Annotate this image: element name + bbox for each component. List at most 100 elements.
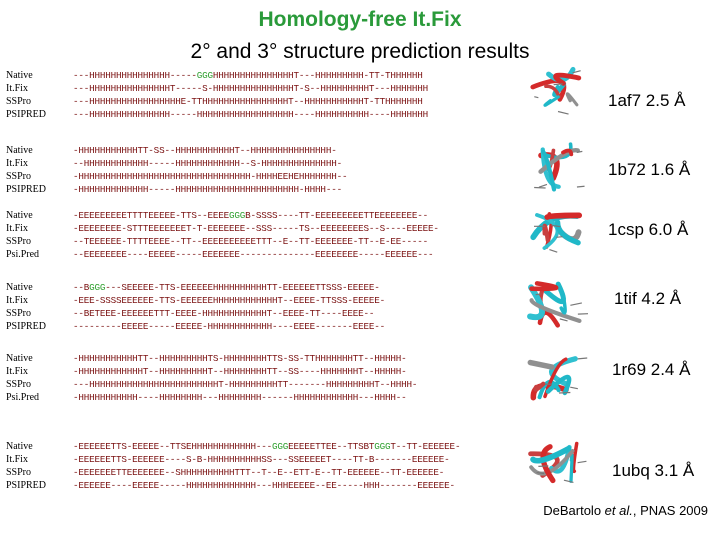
method-label: SSPro [6, 308, 32, 319]
loop-segment [570, 302, 582, 306]
loop-segment [538, 183, 548, 188]
structure-string: ---HHHHHHHHHHHHHHHHHE-TTHHHHHHHHHHHHHHHH… [73, 95, 428, 108]
structure-segment: -EEEEEEEE-STTTEEEEEEET-T-EEEEEEE--SSS---… [73, 223, 439, 234]
method-label: It.Fix [6, 295, 28, 306]
loop-segment [577, 460, 587, 464]
pdb-rmsd-caption: 1b72 1.6 Å [608, 160, 691, 179]
loop-segment [563, 479, 574, 484]
prediction-block: Native It.Fix SSPro PSIPRED -EEEEEETTS-EEEEE… [0, 440, 720, 500]
structure-segment: GGG [229, 210, 246, 221]
slide-title: Homology-free It.Fix [258, 8, 462, 31]
ribbon-segment [542, 223, 550, 243]
structure-segment: -EEEEEETTS-EEEEE--TTSEHHHHHHHHHHHH--- [73, 441, 273, 452]
protein-structure-image [524, 275, 589, 335]
structure-string: -EEEEEE----EEEEE-----HHHHHHHHHHHHH---HHH… [73, 479, 460, 492]
ribbon-segment [565, 92, 579, 107]
structure-segment: -EEEEEE----EEEEE-----HHHHHHHHHHHHH---HHH… [73, 480, 455, 491]
ribbon-segment [559, 292, 567, 315]
prediction-block: Native It.Fix SSPro Psi.Pred -HHHHHHHHHHHTT-… [0, 352, 720, 412]
structure-string: --BGGG---SEEEEE-TTS-EEEEEEHHHHHHHHHHTT-E… [73, 281, 385, 294]
method-label: SSPro [6, 96, 32, 107]
structure-string: ---HHHHHHHHHHHHHHH-----GGGHHHHHHHHHHHHHH… [73, 69, 428, 82]
structure-string: ---HHHHHHHHHHHHHHH-----HHHHHHHHHHHHHHHHH… [73, 108, 428, 121]
ribbon-segment [533, 381, 546, 392]
structure-string: -HHHHHHHHHHH----HHHHHHHH---HHHHHHHH-----… [73, 391, 417, 404]
structure-string: -EEE-SSSSEEEEEE-TTS-EEEEEEHHHHHHHHHHHHT-… [73, 294, 385, 307]
method-label: PSIPRED [6, 184, 47, 195]
citation-author: DeBartolo [543, 503, 605, 518]
structure-segment: T--TT-EEEEEE- [390, 441, 461, 452]
structure-segment: -EEE-SSSSEEEEEE-TTS-EEEEEEHHHHHHHHHHHHT-… [73, 295, 385, 306]
method-label: It.Fix [6, 158, 28, 169]
pdb-rmsd-caption: 1r69 2.4 Å [612, 360, 691, 379]
method-label: PSIPRED [6, 321, 47, 332]
structure-segment: -HHHHHHHHHHH----HHHHHHHH---HHHHHHHH-----… [73, 392, 407, 403]
sequence-lines: -EEEEEETTS-EEEEE--TTSEHHHHHHHHHHHH--- GGG… [73, 440, 461, 492]
slide-subtitle: 2° and 3° structure prediction results [190, 40, 530, 63]
ribbon-segment [543, 142, 573, 160]
method-label: Native [6, 282, 33, 293]
structure-segment: -HHHHHHHHHHHTT-SS--HHHHHHHHHHHT--HHHHHHH… [73, 145, 337, 156]
method-labels: Native It.Fix SSPro Psi.Pred [6, 352, 39, 404]
structure-string: ---------EEEEE-----EEEEE-HHHHHHHHHHHH---… [73, 320, 385, 333]
method-label: Psi.Pred [6, 392, 40, 403]
structure-segment: ---HHHHHHHHHHHHHHH----- [73, 70, 197, 81]
method-label: SSPro [6, 171, 32, 182]
structure-string: -EEEEEEEE-STTTEEEEEEET-T-EEEEEEE--SSS---… [73, 222, 439, 235]
loop-segment [556, 236, 563, 238]
loop-segment [553, 83, 563, 86]
loop-segment [534, 96, 539, 99]
method-label: PSIPRED [6, 109, 47, 120]
protein-structure-image [524, 346, 588, 406]
loop-segment [577, 357, 588, 360]
structure-segment: -HHHHHHHHHHHHT--HHHHHHHHHT--HHHHHHHHTT--… [73, 366, 407, 377]
method-label: Native [6, 353, 33, 364]
loop-segment [570, 386, 578, 390]
structure-string: -EEEEEEEEETTTTEEEEE-TTS--EEEEGGGB-SSSS--… [73, 209, 439, 222]
ribbon-segment [527, 284, 546, 321]
structure-segment: ---SEEEEE-TTS-EEEEEEHHHHHHHHHHTT-EEEEEET… [105, 282, 380, 293]
structure-segment: ---HHHHHHHHHHHHHHHHHE-TTHHHHHHHHHHHHHHHH… [73, 96, 423, 107]
structure-string: --EEEEEEEE----EEEEE-----EEEEEEE---------… [73, 248, 439, 261]
protein-structure-image [524, 434, 588, 494]
structure-string: ---HHHHHHHHHHHHHHHHHHHHHHHHT-HHHHHHHHHTT… [73, 378, 417, 391]
structure-segment: GGG [196, 70, 213, 81]
method-label: It.Fix [6, 454, 28, 465]
sequence-lines: -EEEEEEEEETTTTEEEEE-TTS--EEEEGGGB-SSSS--… [73, 209, 439, 261]
structure-string: -HHHHHHHHHHHHHHHHHHHHHHHHHHHHHHHH-HHHHEE… [73, 170, 348, 183]
ribbon-segment [553, 72, 582, 86]
ribbon-segment [545, 374, 572, 396]
method-label: It.Fix [6, 223, 28, 234]
pdb-rmsd-caption: 1csp 6.0 Å [608, 220, 689, 239]
sequence-lines: ---HHHHHHHHHHHHHHH-----GGGHHHHHHHHHHHHHH… [73, 69, 428, 121]
citation-etal: et al. [604, 503, 633, 518]
structure-segment: B-SSSS----TT-EEEEEEEEETTEEEEEEEE-- [245, 210, 429, 221]
method-label: SSPro [6, 467, 32, 478]
ribbon-segment [544, 212, 583, 220]
structure-string: -EEEEEETTS-EEEEE--TTSEHHHHHHHHHHHH--- GGG… [73, 440, 461, 453]
structure-segment: -HHHHHHHHHHHHH-----HHHHHHHHHHHHHHHHHHHHH… [73, 184, 342, 195]
loop-segment [551, 224, 561, 228]
loop-segment [534, 186, 546, 189]
ribbon-segment [538, 147, 580, 174]
sequence-lines: -HHHHHHHHHHHTT-SS--HHHHHHHHHHHT--HHHHHHH… [73, 144, 348, 196]
ribbon-segment [561, 148, 574, 157]
method-label: Native [6, 145, 33, 156]
structure-segment: --EEEEEEEE----EEEEE-----EEEEEEE---------… [73, 249, 434, 260]
structure-segment: -EEEEEEETTEEEEEEE--SHHHHHHHHHHTTT--T--E-… [73, 467, 445, 478]
ribbon-segment [530, 445, 572, 464]
pdb-rmsd-caption: 1af7 2.5 Å [608, 91, 686, 110]
ribbon-segment [569, 453, 574, 483]
protein-structure-image [524, 203, 588, 263]
loop-segment [572, 70, 581, 74]
method-label: Native [6, 210, 33, 221]
structure-string: -EEEEEETTS-EEEEEE----S-B-HHHHHHHHHHSS---… [73, 453, 460, 466]
structure-segment: GGG [374, 441, 391, 452]
structure-string: -HHHHHHHHHHHHH-----HHHHHHHHHHHHHHHHHHHHH… [73, 183, 347, 196]
method-label: Psi.Pred [6, 249, 40, 260]
structure-segment: ---HHHHHHHHHHHHHHHT-----S-HHHHHHHHHHHHHH… [73, 83, 429, 94]
structure-segment: -EEEEEEEEETTTTEEEEE-TTS--EEEE [73, 210, 229, 221]
ribbon-segment [537, 310, 560, 328]
ribbon-segment [529, 281, 559, 292]
structure-segment: -HHHHHHHHHHHHHHHHHHHHHHHHHHHHHHHH-HHHHEE… [73, 171, 348, 182]
